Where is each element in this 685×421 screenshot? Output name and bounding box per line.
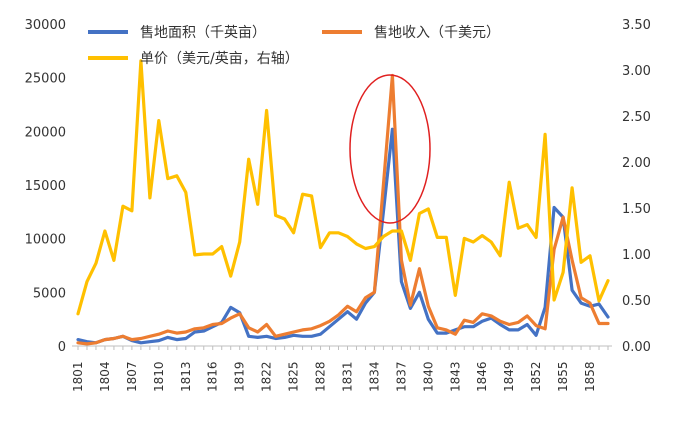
legend: 售地面积（千英亩） 售地收入（千美元） 单价（美元/英亩，右轴） bbox=[88, 24, 500, 67]
x-tick-label: 1822 bbox=[260, 361, 274, 392]
y-right-tick-label: 2.50 bbox=[622, 110, 651, 125]
y-left-tick-label: 0 bbox=[58, 340, 66, 355]
x-tick-label: 1855 bbox=[556, 361, 570, 392]
x-tick-label: 1804 bbox=[98, 361, 112, 392]
y-right-tick-label: 1.50 bbox=[622, 202, 651, 217]
axes-layer: 0 5000 10000 15000 20000 25000 30000 0.00 0.50 1.… bbox=[25, 18, 651, 392]
x-tick-label: 1834 bbox=[367, 361, 381, 392]
y-right-tick-label: 2.00 bbox=[622, 156, 651, 171]
x-tick-label: 1837 bbox=[394, 361, 408, 392]
y-left-tick-label: 10000 bbox=[25, 233, 66, 248]
x-tick-label: 1846 bbox=[475, 361, 489, 392]
series-line-2 bbox=[76, 73, 610, 346]
series-layer bbox=[76, 59, 610, 346]
y-right-tick-label: 3.50 bbox=[622, 18, 651, 33]
y-right-tick-label: 0.00 bbox=[622, 340, 651, 355]
legend-label: 单价（美元/英亩，右轴） bbox=[140, 50, 299, 67]
x-tick-label: 1852 bbox=[529, 361, 543, 392]
series-line-1 bbox=[76, 127, 610, 345]
y-right-tick-label: 3.00 bbox=[622, 64, 651, 79]
highlight-ellipse bbox=[349, 74, 431, 224]
y-left-tick-label: 5000 bbox=[33, 286, 66, 301]
legend-label: 售地面积（千英亩） bbox=[140, 24, 266, 41]
x-tick-label: 1840 bbox=[421, 361, 435, 392]
y-right-tick-label: 1.00 bbox=[622, 248, 651, 263]
x-tick-label: 1843 bbox=[448, 361, 462, 392]
x-tick-label: 1831 bbox=[340, 361, 354, 392]
x-tick-label: 1819 bbox=[233, 361, 247, 392]
y-left-tick-label: 30000 bbox=[25, 18, 66, 33]
x-tick-label: 1813 bbox=[179, 361, 193, 392]
x-tick-label: 1816 bbox=[206, 361, 220, 392]
x-tick-label: 1828 bbox=[314, 361, 328, 392]
y-left-tick-label: 15000 bbox=[25, 179, 66, 194]
x-tick-label: 1858 bbox=[583, 361, 597, 392]
x-tick-label: 1825 bbox=[287, 361, 301, 392]
y-left-tick-label: 20000 bbox=[25, 125, 66, 140]
y-right-tick-label: 0.50 bbox=[622, 294, 651, 309]
x-tick-label: 1810 bbox=[152, 361, 166, 392]
x-tick-label: 1801 bbox=[71, 361, 85, 392]
x-tick-label: 1849 bbox=[502, 361, 516, 392]
x-tick-label: 1807 bbox=[125, 361, 139, 392]
legend-label: 售地收入（千美元） bbox=[374, 25, 500, 41]
y-left-tick-label: 25000 bbox=[25, 72, 66, 87]
series-line-3 bbox=[76, 59, 610, 316]
